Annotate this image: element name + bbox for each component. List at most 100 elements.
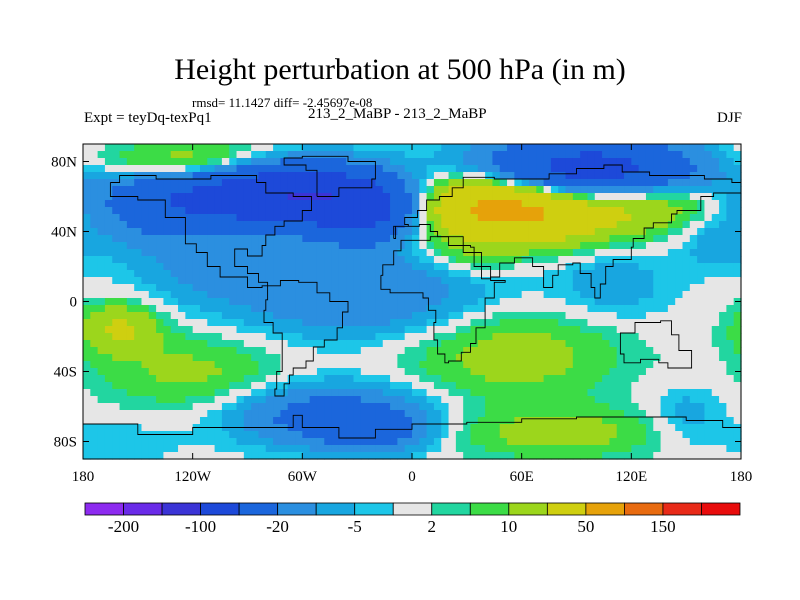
field-cell (682, 333, 691, 341)
field-cell (104, 354, 113, 362)
field-cell (390, 186, 398, 194)
field-cell (477, 319, 486, 327)
field-cell (433, 298, 442, 306)
field-cell (90, 445, 99, 453)
field-cell (543, 403, 552, 411)
field-cell (594, 298, 603, 306)
field-cell (324, 431, 333, 439)
field-cell (419, 340, 428, 348)
field-cell (580, 417, 589, 425)
field-cell (273, 445, 281, 453)
field-cell (178, 193, 186, 201)
field-cell (616, 438, 625, 446)
field-cell (433, 410, 442, 418)
field-cell (368, 151, 377, 159)
field-cell (134, 347, 143, 355)
field-cell (543, 382, 552, 390)
field-cell (368, 361, 377, 369)
field-cell (163, 242, 172, 250)
field-cell (265, 277, 274, 285)
field-cell (507, 158, 515, 166)
field-cell (514, 319, 523, 327)
field-cell (119, 347, 128, 355)
field-cell (229, 270, 238, 278)
field-cell (580, 445, 589, 453)
field-cell (697, 396, 706, 404)
field-cell (156, 312, 165, 320)
field-cell (572, 221, 581, 229)
field-cell (178, 361, 186, 369)
field-cell (273, 410, 281, 418)
field-cell (653, 291, 662, 299)
field-cell (565, 228, 574, 236)
field-cell (412, 270, 420, 278)
field-cell (580, 382, 589, 390)
field-cell (170, 256, 179, 264)
field-cell (594, 291, 603, 299)
field-cell (273, 438, 281, 446)
field-cell (507, 172, 515, 180)
field-cell (441, 186, 450, 194)
field-cell (375, 284, 384, 292)
field-cell (375, 424, 384, 432)
field-cell (163, 179, 172, 187)
field-cell (675, 242, 684, 250)
field-cell (426, 263, 435, 271)
field-cell (375, 200, 384, 208)
field-cell (273, 333, 281, 341)
field-cell (185, 438, 194, 446)
field-cell (536, 417, 545, 425)
field-cell (199, 403, 208, 411)
field-cell (83, 235, 91, 243)
field-cell (309, 263, 318, 271)
field-cell (346, 340, 355, 348)
field-cell (624, 396, 632, 404)
field-cell (126, 347, 135, 355)
field-cell (97, 298, 106, 306)
field-cell (148, 144, 157, 152)
field-cell (463, 158, 472, 166)
field-cell (412, 312, 420, 320)
field-cell (390, 417, 398, 425)
field-cell (192, 417, 201, 425)
field-cell (550, 277, 559, 285)
field-cell (236, 389, 245, 397)
field-cell (163, 172, 172, 180)
field-cell (178, 165, 186, 173)
field-cell (645, 375, 654, 383)
field-cell (675, 186, 684, 194)
field-cell (148, 403, 157, 411)
field-cell (631, 354, 640, 362)
field-cell (207, 277, 216, 285)
field-cell (368, 333, 377, 341)
field-cell (353, 186, 362, 194)
field-cell (324, 396, 333, 404)
field-cell (338, 249, 347, 257)
field-cell (572, 340, 581, 348)
field-cell (594, 263, 603, 271)
field-cell (134, 354, 143, 362)
field-cell (609, 396, 618, 404)
field-cell (83, 340, 91, 348)
field-cell (104, 235, 113, 243)
field-cell (221, 144, 230, 152)
field-cell (346, 193, 355, 201)
field-cell (609, 424, 618, 432)
field-cell (309, 319, 318, 327)
field-cell (163, 200, 172, 208)
field-cell (309, 221, 318, 229)
field-cell (338, 389, 347, 397)
field-cell (675, 403, 684, 411)
field-cell (214, 368, 223, 376)
field-cell (463, 172, 472, 180)
field-cell (119, 144, 128, 152)
field-cell (170, 263, 179, 271)
field-cell (426, 270, 435, 278)
field-cell (711, 452, 720, 460)
field-cell (711, 207, 720, 215)
field-cell (667, 438, 676, 446)
field-cell (572, 144, 581, 152)
field-cell (221, 263, 230, 271)
field-cell (631, 452, 640, 460)
field-cell (492, 340, 501, 348)
